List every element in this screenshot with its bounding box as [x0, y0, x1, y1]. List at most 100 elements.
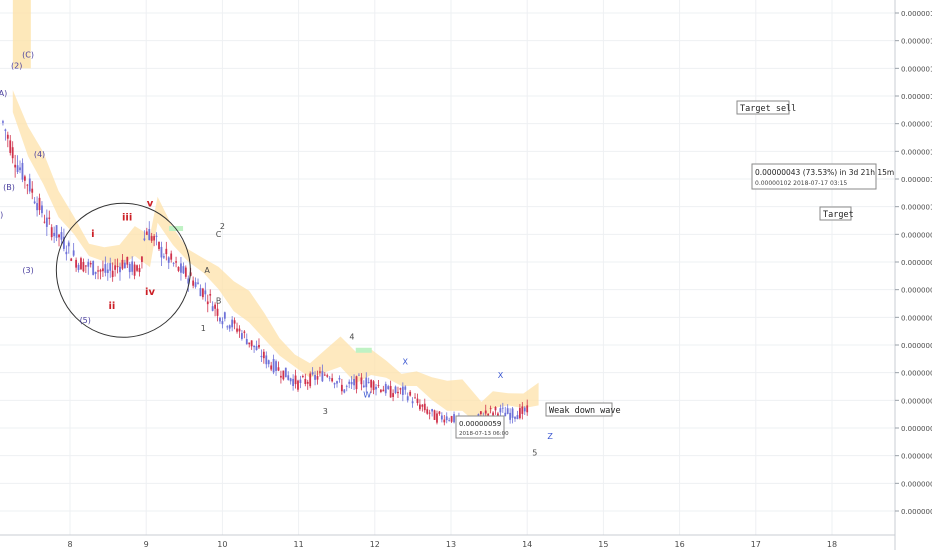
candle-body — [77, 264, 80, 270]
candle-body — [233, 320, 236, 324]
candle-body — [136, 265, 138, 271]
candle-body — [2, 121, 4, 123]
candle-body — [319, 371, 321, 373]
candle-body — [275, 361, 277, 371]
candle-body — [360, 377, 363, 385]
price-tick-label: 0.00000050 — [901, 480, 932, 488]
price-tick-label: 0.00000065 — [901, 397, 932, 405]
candle-body — [11, 147, 14, 159]
candle-body — [53, 232, 56, 237]
candle-body — [223, 312, 226, 319]
wave-label: 2 — [220, 222, 225, 231]
candle-body — [484, 410, 487, 414]
candle-body — [399, 388, 402, 390]
candle-body — [206, 301, 209, 305]
price-tick-label: 0.00000070 — [901, 370, 932, 378]
wave-label: ii — [108, 301, 115, 312]
candle-body — [199, 288, 202, 297]
time-axis[interactable]: 8 9 10 11 12 13 14 15 16 17 18 — [0, 534, 895, 549]
candle-body — [28, 178, 31, 192]
candle-body — [362, 385, 365, 388]
candle-body — [4, 129, 7, 131]
candle-body — [48, 217, 51, 219]
price-tick-label: 0.00000085 — [901, 287, 932, 295]
candle-body — [63, 236, 65, 249]
candle-body — [426, 409, 429, 414]
wave-label: (C) — [22, 50, 34, 59]
price-tick-label: 0.00000090 — [901, 259, 932, 267]
time-tick-label: 11 — [294, 540, 304, 549]
candle-body — [6, 134, 9, 139]
measure-box — [751, 163, 877, 190]
candle-body — [19, 167, 21, 171]
candle-body — [26, 184, 29, 186]
candle-body — [299, 379, 302, 384]
candle-body — [9, 140, 12, 153]
candle-body — [514, 416, 516, 419]
candle-body — [236, 328, 238, 332]
low-date-label: 2018-07-13 06:00 — [459, 431, 509, 437]
candle-body — [411, 401, 414, 404]
candle-body — [297, 380, 299, 390]
candle-body — [145, 231, 148, 235]
measure-line-2: 0.00000102 2018-07-17 03:15 — [755, 180, 847, 187]
wave-label: (3) — [22, 266, 33, 275]
candle-body — [45, 217, 48, 227]
candle-body — [201, 288, 204, 298]
measure-line-1: 0.00000043 (73.53%) in 3d 21h 15m — [755, 168, 894, 177]
candle-body — [492, 412, 494, 416]
wave-label: 1 — [201, 324, 206, 333]
candle-body — [138, 268, 141, 273]
candle-body — [382, 389, 385, 392]
time-tick-label: 18 — [827, 540, 837, 549]
candle-body — [423, 403, 426, 411]
price-axis[interactable]: 0.00000045 0.00000050 0.00000055 0.00000060… — [894, 0, 932, 550]
candle-body — [21, 162, 24, 180]
candle-body — [180, 263, 182, 273]
candle-body — [518, 408, 521, 419]
candle-body — [289, 378, 292, 382]
candle-body — [345, 385, 348, 387]
candle-body — [377, 385, 380, 386]
candle-body — [372, 381, 375, 391]
candle-body — [306, 381, 309, 384]
candle-body — [184, 267, 187, 277]
candle-body — [516, 415, 519, 420]
candle-body — [331, 378, 334, 382]
price-tick-label: 0.00000060 — [901, 425, 932, 433]
low-price-label: 0.00000059 — [459, 420, 501, 428]
candle-body — [204, 290, 207, 295]
time-tick-label: 16 — [675, 540, 685, 549]
candle-body — [311, 372, 314, 375]
candle-body — [326, 375, 329, 377]
wave-labels: (A)(B)(C)(1)(2)(3)(4)(5)iiiiiiivv12CAB34… — [0, 50, 553, 457]
candle-body — [209, 294, 212, 296]
candle-body — [172, 263, 175, 264]
candle-body — [150, 236, 153, 241]
time-tick-label: 14 — [522, 540, 532, 549]
candle-body — [333, 383, 336, 385]
time-tick-label: 10 — [217, 540, 227, 549]
candle-body — [414, 397, 416, 399]
candle-body — [36, 203, 38, 211]
candle-body — [126, 256, 129, 265]
candle-body — [43, 221, 46, 223]
wave-label: 3 — [323, 407, 328, 416]
candle-body — [58, 234, 60, 238]
price-tick-label: 0.00000055 — [901, 453, 932, 461]
candle-body — [436, 413, 438, 423]
wave-label: i — [91, 229, 94, 240]
cloud-area-top — [12, 0, 31, 69]
candle-body — [253, 345, 255, 348]
wave-label: (A) — [0, 89, 7, 98]
candle-body — [41, 205, 43, 214]
candle-body — [421, 404, 424, 407]
candle-body — [479, 411, 482, 414]
candle-body — [219, 317, 221, 322]
candle-body — [314, 375, 316, 380]
wave-label: X — [498, 371, 504, 380]
candle-body — [182, 266, 185, 274]
cloud-green-segment — [355, 347, 372, 353]
candle-body — [194, 282, 197, 287]
